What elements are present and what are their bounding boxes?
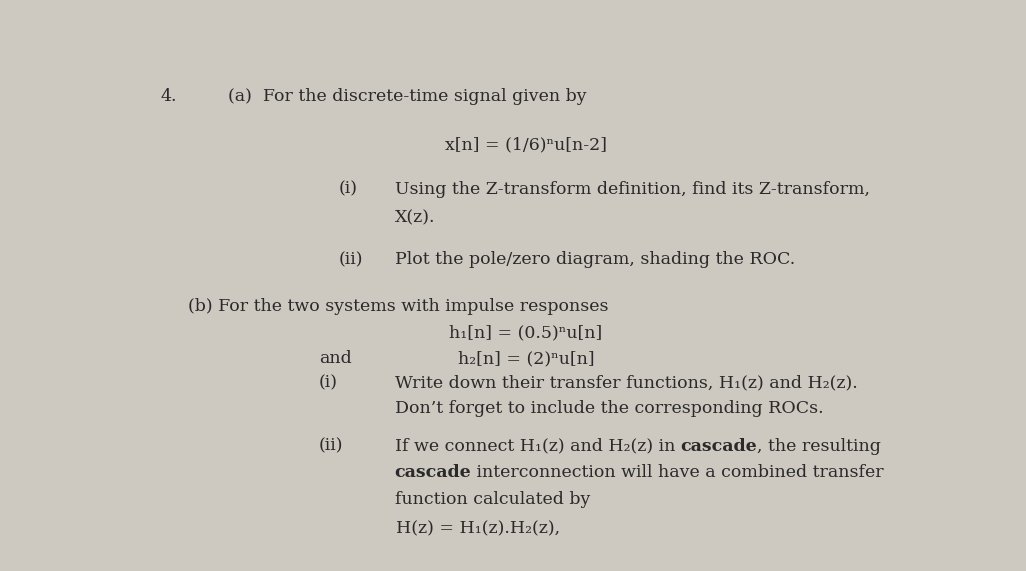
- Text: Don’t forget to include the corresponding ROCs.: Don’t forget to include the correspondin…: [395, 400, 823, 417]
- Text: function calculated by: function calculated by: [395, 490, 590, 508]
- Text: (a)  For the discrete-time signal given by: (a) For the discrete-time signal given b…: [228, 89, 586, 105]
- Text: (i): (i): [319, 374, 339, 391]
- Text: Write down their transfer functions, H₁(z) and H₂(z).: Write down their transfer functions, H₁(…: [395, 374, 858, 391]
- Text: (b) For the two systems with impulse responses: (b) For the two systems with impulse res…: [188, 298, 608, 315]
- Text: interconnection will have a combined transfer: interconnection will have a combined tra…: [471, 464, 884, 481]
- Text: and: and: [319, 350, 352, 367]
- Text: h₁[n] = (0.5)ⁿu[n]: h₁[n] = (0.5)ⁿu[n]: [449, 324, 602, 341]
- Text: If we connect H₁(z) and H₂(z) in: If we connect H₁(z) and H₂(z) in: [395, 438, 680, 455]
- Text: x[n] = (1/6)ⁿu[n-2]: x[n] = (1/6)ⁿu[n-2]: [445, 136, 606, 154]
- Text: (ii): (ii): [339, 251, 363, 268]
- Text: cascade: cascade: [680, 438, 757, 455]
- Text: (i): (i): [339, 180, 358, 198]
- Text: Using the Z-transform definition, find its Z-transform,: Using the Z-transform definition, find i…: [395, 180, 870, 198]
- Text: X(z).: X(z).: [395, 209, 435, 226]
- Text: Plot the pole/zero diagram, shading the ROC.: Plot the pole/zero diagram, shading the …: [395, 251, 795, 268]
- Text: (ii): (ii): [319, 438, 344, 455]
- Text: H(z) = H₁(z).H₂(z),: H(z) = H₁(z).H₂(z),: [396, 521, 560, 537]
- Text: cascade: cascade: [395, 464, 471, 481]
- Text: , the resulting: , the resulting: [757, 438, 881, 455]
- Text: h₂[n] = (2)ⁿu[n]: h₂[n] = (2)ⁿu[n]: [458, 350, 594, 367]
- Text: 4.: 4.: [160, 89, 176, 105]
